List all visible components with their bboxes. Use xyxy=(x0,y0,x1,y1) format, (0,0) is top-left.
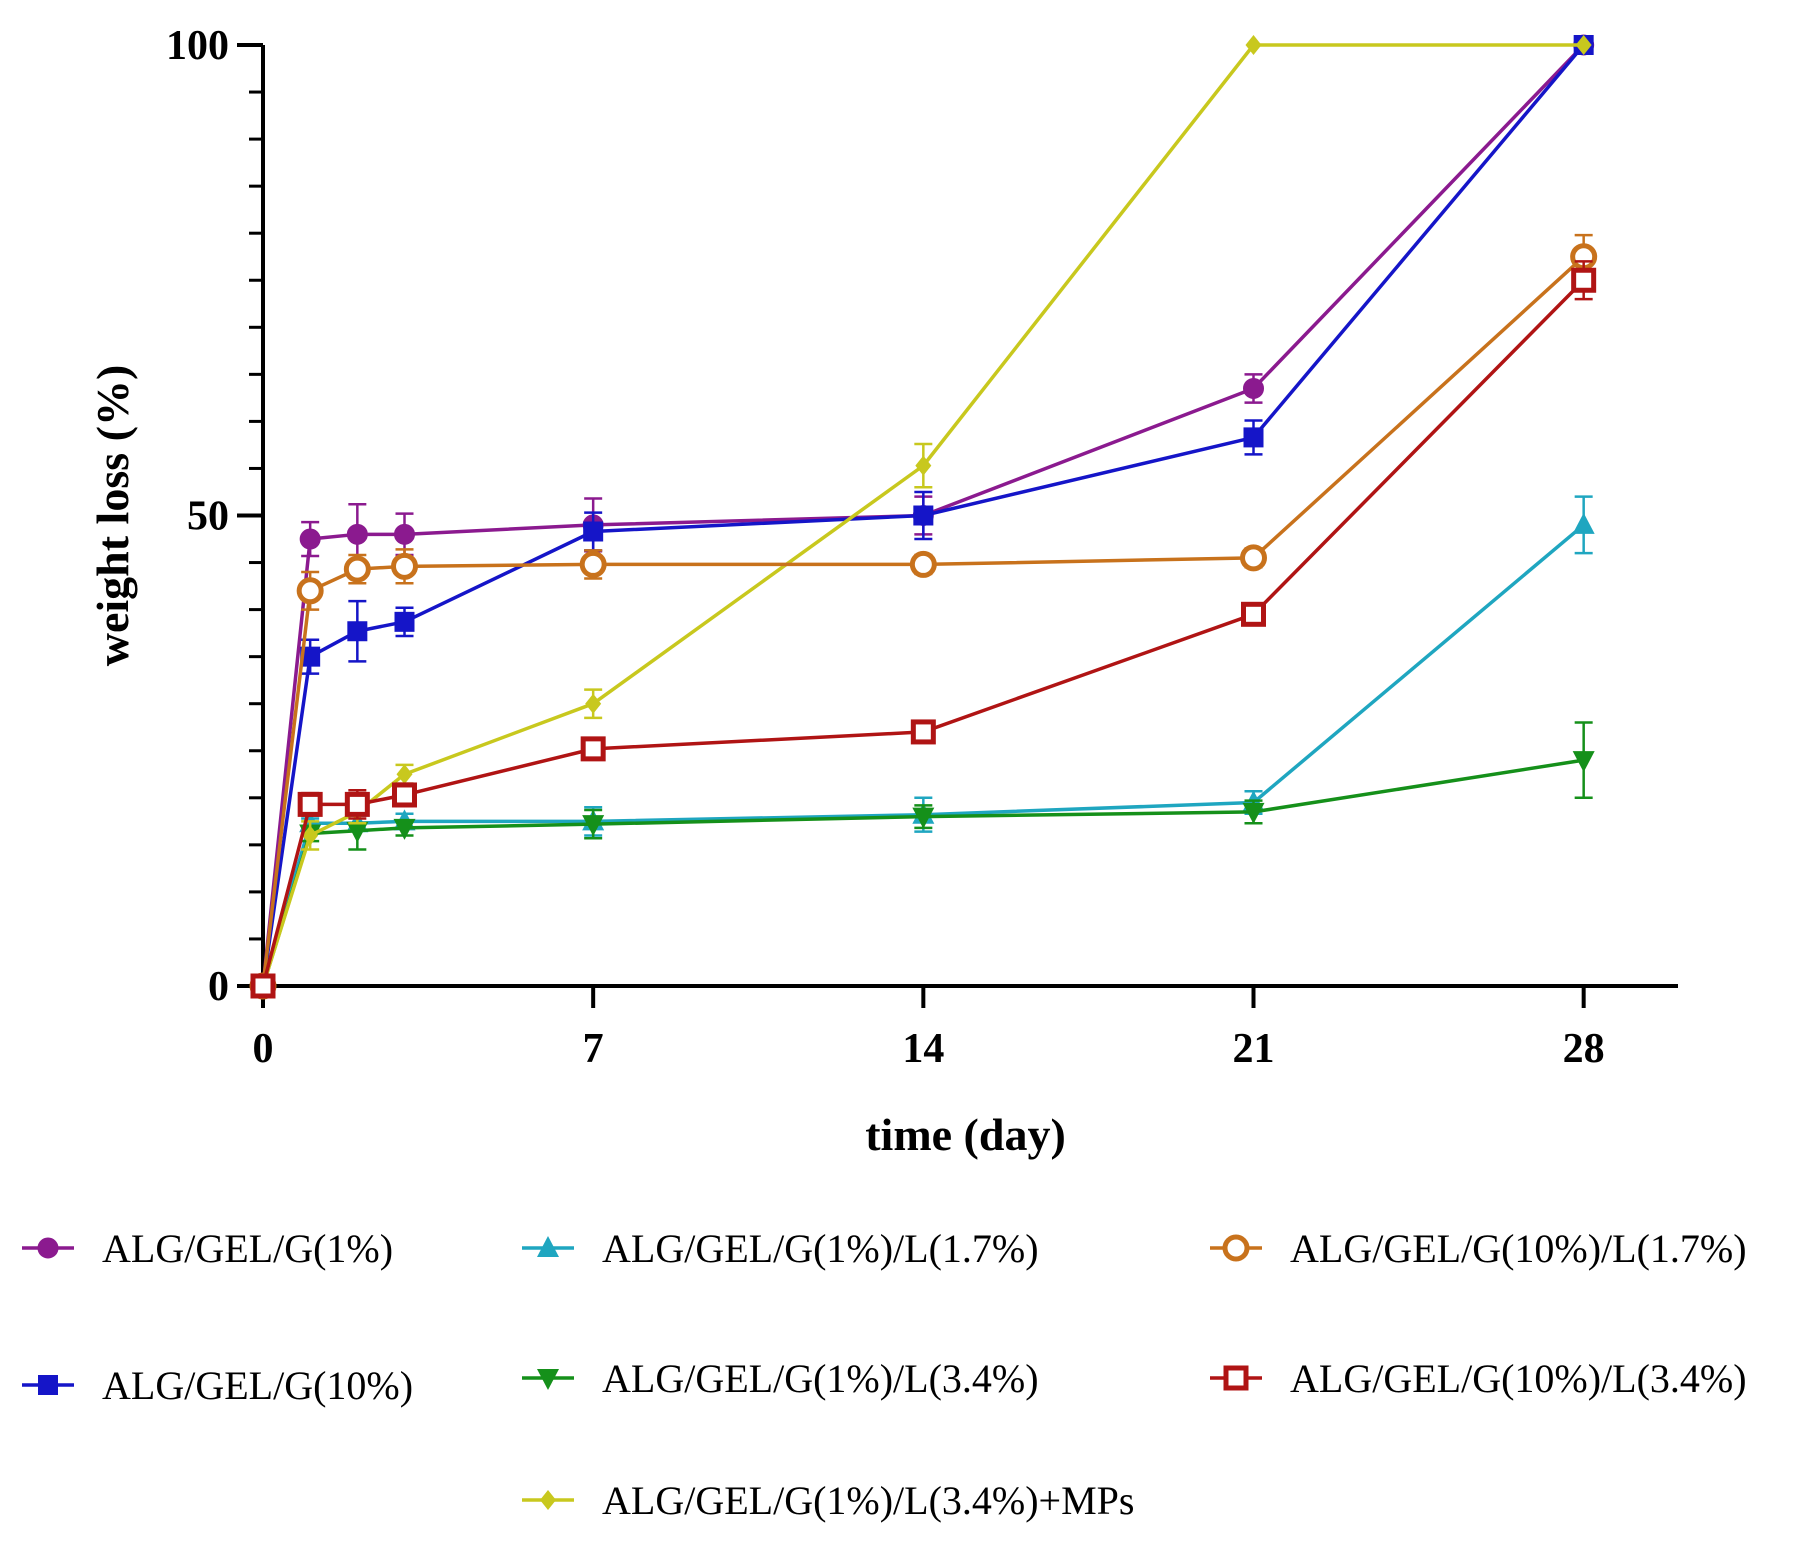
data-point xyxy=(583,521,604,542)
legend-item-4: ALG/GEL/G(1%)/L(3.4%) xyxy=(522,1356,1039,1401)
legend-item-7: ALG/GEL/G(10%)/L(3.4%) xyxy=(1210,1356,1747,1401)
data-point xyxy=(394,611,415,632)
series-7 xyxy=(250,260,1597,999)
legend-item-6: ALG/GEL/G(10%)/L(1.7%) xyxy=(1210,1226,1747,1271)
data-point xyxy=(346,821,369,843)
series-line xyxy=(261,43,1584,987)
y-axis-title: weight loss (%) xyxy=(87,365,138,667)
data-point xyxy=(347,621,368,642)
legend-item-2: ALG/GEL/G(10%) xyxy=(22,1363,413,1408)
data-point xyxy=(582,815,605,837)
y-tick-label: 50 xyxy=(187,494,229,540)
data-point xyxy=(909,550,937,578)
legend-marker xyxy=(537,1236,559,1257)
data-point xyxy=(299,528,321,550)
data-point xyxy=(396,764,413,785)
data-point xyxy=(1242,802,1265,824)
data-point xyxy=(1575,35,1592,55)
data-point xyxy=(1572,512,1595,534)
data-point xyxy=(1245,35,1262,55)
data-point xyxy=(346,523,368,545)
data-point xyxy=(344,791,370,817)
data-point xyxy=(1240,544,1267,572)
series-4 xyxy=(252,721,1595,998)
data-point xyxy=(1571,267,1597,293)
data-point xyxy=(1243,427,1264,448)
x-tick-label: 21 xyxy=(1233,1026,1275,1072)
data-point xyxy=(391,552,418,580)
data-point xyxy=(1572,751,1595,773)
y-tick-label: 0 xyxy=(208,964,229,1010)
legend-label: ALG/GEL/G(1%)/L(3.4%)+MPs xyxy=(602,1478,1134,1523)
series-line xyxy=(261,523,1585,987)
legend-label: ALG/GEL/G(1%) xyxy=(102,1226,393,1271)
legend-label: ALG/GEL/G(1%)/L(3.4%) xyxy=(602,1356,1039,1401)
legend-label: ALG/GEL/G(10%)/L(3.4%) xyxy=(1290,1356,1747,1401)
data-point xyxy=(392,782,417,808)
data-point xyxy=(915,455,932,476)
legend-marker xyxy=(38,1375,58,1395)
data-point xyxy=(302,825,319,846)
legend-label: ALG/GEL/G(10%)/L(1.7%) xyxy=(1290,1226,1747,1271)
data-point xyxy=(297,791,323,817)
series-line xyxy=(261,255,1585,987)
legend-marker xyxy=(540,1490,556,1510)
x-axis-title: time (day) xyxy=(865,1109,1066,1160)
legend-label: ALG/GEL/G(10%) xyxy=(102,1363,413,1408)
x-tick-label: 7 xyxy=(583,1026,604,1072)
data-point xyxy=(250,973,276,999)
y-tick-label: 100 xyxy=(166,23,229,69)
data-point xyxy=(579,550,607,578)
legend-item-1: ALG/GEL/G(1%) xyxy=(22,1226,393,1271)
series-6 xyxy=(249,233,1598,1000)
legend-marker xyxy=(537,1369,559,1390)
data-point xyxy=(912,807,935,829)
data-point xyxy=(1241,601,1266,627)
data-point xyxy=(580,736,606,762)
legend-label: ALG/GEL/G(1%)/L(1.7%) xyxy=(602,1226,1039,1271)
data-point xyxy=(910,719,936,745)
data-point xyxy=(585,693,602,714)
x-tick-label: 14 xyxy=(902,1026,944,1072)
x-tick-label: 0 xyxy=(253,1026,274,1072)
data-point xyxy=(393,818,416,840)
data-point xyxy=(300,646,321,667)
legend-marker xyxy=(1222,1234,1250,1262)
legend-marker xyxy=(1223,1365,1249,1391)
data-point xyxy=(1243,377,1264,399)
series-2 xyxy=(253,35,1594,996)
series-line xyxy=(261,279,1585,987)
data-point xyxy=(394,523,415,545)
legend-item-5: ALG/GEL/G(1%)/L(3.4%)+MPs xyxy=(522,1478,1134,1523)
legend-item-3: ALG/GEL/G(1%)/L(1.7%) xyxy=(522,1226,1039,1271)
data-point xyxy=(913,505,934,526)
x-tick-label: 28 xyxy=(1563,1026,1605,1072)
data-point xyxy=(343,555,371,583)
data-point xyxy=(296,577,324,605)
series-line xyxy=(261,758,1584,987)
legend-marker xyxy=(37,1237,59,1259)
